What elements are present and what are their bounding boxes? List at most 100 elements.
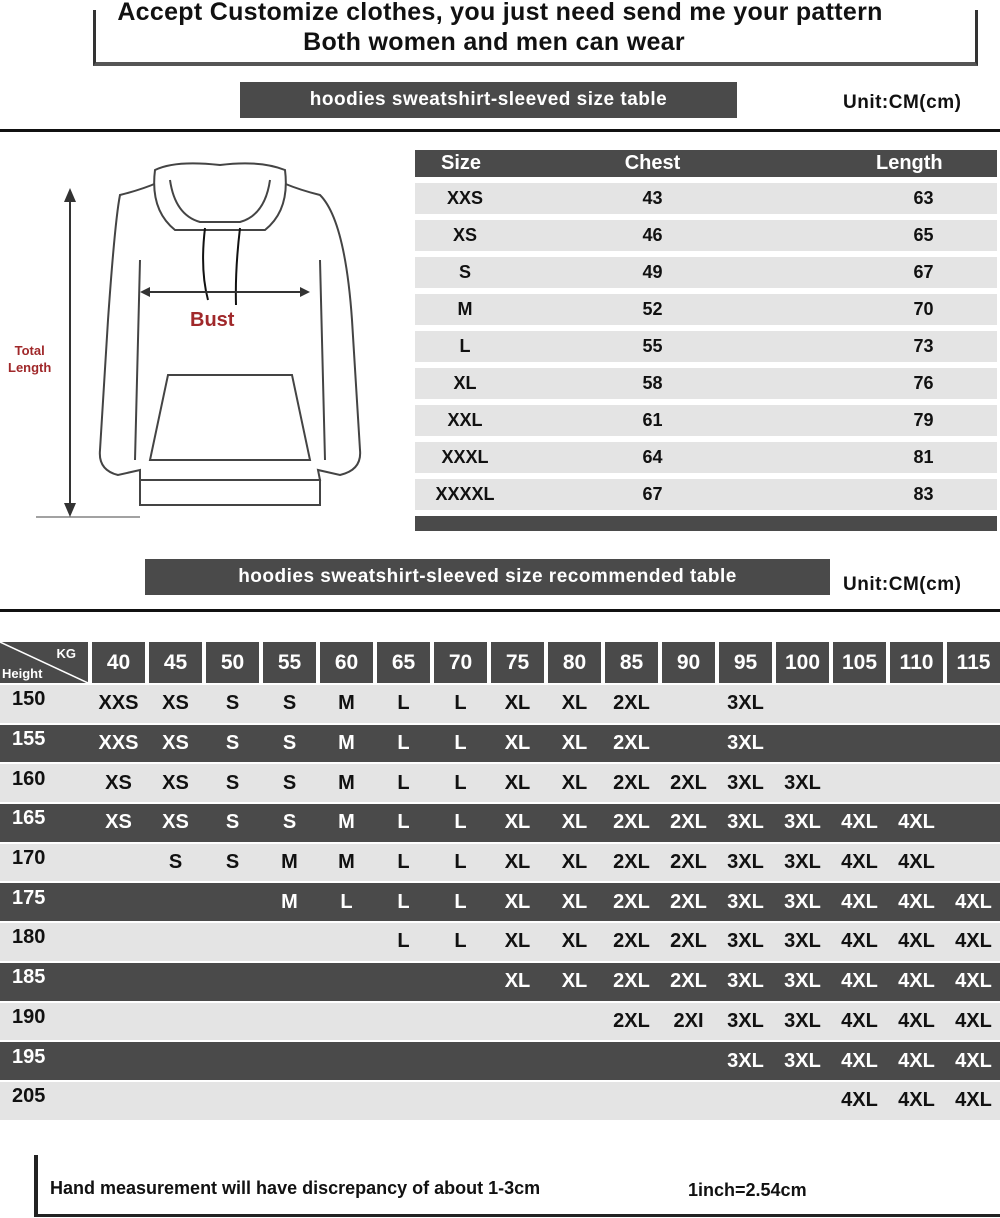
weight-header: 95 [719,642,772,683]
size-cell: 2XL [613,890,650,913]
corner-cell: KG Height [0,642,88,683]
length-cell: 83 [913,484,934,504]
size-row: S 49 67 [415,257,997,288]
rec-row: 170 S S M M L L XL XL 2XL 2XL 3XL 3XL 4XL 4XL [0,843,1000,882]
size-table: Size Chest Length XXS 43 63 XS 46 65 S 49 67 M 52 7… [415,150,997,531]
rec-table-unit: Unit:CM(cm) [843,574,962,595]
size-cell: 2XI [673,1009,704,1032]
header-line-2: Both women and men can wear [303,28,685,56]
size-cell: XL [504,811,531,834]
weight-header: 60 [320,642,373,683]
height-cell: 170 [12,847,46,870]
size-cell: XXL [447,410,483,430]
size-cell: S [458,262,471,282]
length-cell: 79 [913,410,934,430]
height-cell: 175 [12,886,46,909]
rec-table-header: KG Height 40 45 50 55 60 65 70 75 80 85 90 95 100 105… [0,642,1000,683]
size-table-unit: Unit:CM(cm) [843,92,962,113]
size-cell: L [397,811,410,834]
size-cell: S [168,851,183,874]
col-chest: Chest [624,152,681,174]
size-cell: XS [452,225,477,245]
size-cell: XL [561,811,588,834]
size-cell: 2XL [613,811,650,834]
size-cell: L [454,811,467,834]
size-cell: 3XL [784,771,821,794]
size-cell: 2XL [613,692,650,715]
weight-header: 70 [434,642,487,683]
size-cell: 4XL [841,930,878,953]
size-cell: XS [162,811,189,834]
size-cell: XL [504,732,531,755]
length-cell: 67 [913,262,934,282]
size-cell: M [338,811,355,834]
size-cell: XL [561,692,588,715]
size-cell: M [281,851,298,874]
size-table-title: hoodies sweatshirt-sleeved size table [240,82,737,118]
total-label: Total [14,343,45,358]
size-cell: 3XL [784,930,821,953]
size-cell: S [225,851,240,874]
size-cell: 4XL [841,890,878,913]
inch-conversion: 1inch=2.54cm [688,1180,807,1200]
weight-header: 45 [149,642,202,683]
height-cell: 160 [12,767,46,790]
size-cell: 2XL [613,732,650,755]
size-cell: 2XL [613,771,650,794]
size-cell: 2XL [613,970,650,993]
size-cell: L [397,732,410,755]
rec-row: 165 XS XS S S M L L XL XL 2XL 2XL 3XL 3XL 4XL 4XL [0,804,1000,842]
header-bracket [93,10,978,66]
measurement-note: Hand measurement will have discrepancy o… [50,1178,541,1198]
height-cell: 185 [12,966,46,989]
chest-cell: 61 [642,410,663,430]
weight-header: 115 [947,642,1000,683]
rec-row: 155 XXS XS S S M L L XL XL 2XL 3XL [0,724,1000,763]
size-cell: L [454,692,467,715]
rec-row: 175 M L L L XL XL 2XL 2XL 3XL 3XL 4XL 4XL 4XL [0,883,1000,922]
size-cell: XL [561,771,588,794]
size-cell: 3XL [727,692,764,715]
height-cell: 195 [12,1045,46,1068]
weight-header: 75 [491,642,544,683]
size-cell: 3XL [727,930,764,953]
size-cell: M [338,851,355,874]
size-cell: 2XL [613,851,650,874]
size-cell: 3XL [784,851,821,874]
size-cell: S [225,771,240,794]
length-cell: 76 [913,373,934,393]
size-row: L 55 73 [415,331,997,362]
weight-header: 65 [377,642,430,683]
size-cell: 4XL [898,1089,935,1112]
size-cell: XL [504,930,531,953]
size-cell: 4XL [955,1049,992,1072]
size-cell: XL [504,771,531,794]
size-cell: 4XL [841,970,878,993]
size-cell: 2XL [613,1009,650,1032]
size-cell: L [454,890,467,913]
size-cell: XXXL [441,447,489,467]
size-row: XXXL 64 81 [415,442,997,473]
rec-table-title: hoodies sweatshirt-sleeved size recommen… [145,559,830,595]
height-label: Height [2,666,43,681]
chest-cell: 67 [642,484,663,504]
size-row: XS 46 65 [415,220,997,251]
length-cell: 63 [913,188,934,208]
size-cell: 4XL [898,1049,935,1072]
size-cell: 4XL [841,851,878,874]
height-cell: 150 [12,688,46,711]
size-cell: L [397,890,410,913]
size-row: XXL 61 79 [415,405,997,436]
chest-cell: 64 [642,447,663,467]
length-cell: 81 [913,447,934,467]
size-table-header: Size Chest Length [415,150,997,177]
size-cell: S [282,692,297,715]
weight-header: 40 [92,642,145,683]
size-cell: 3XL [784,1009,821,1032]
size-cell: XS [162,771,189,794]
size-cell: M [457,299,473,319]
size-cell: 4XL [898,1009,935,1032]
size-cell: S [282,811,297,834]
size-cell: 2XL [670,771,707,794]
size-cell: L [454,930,467,953]
